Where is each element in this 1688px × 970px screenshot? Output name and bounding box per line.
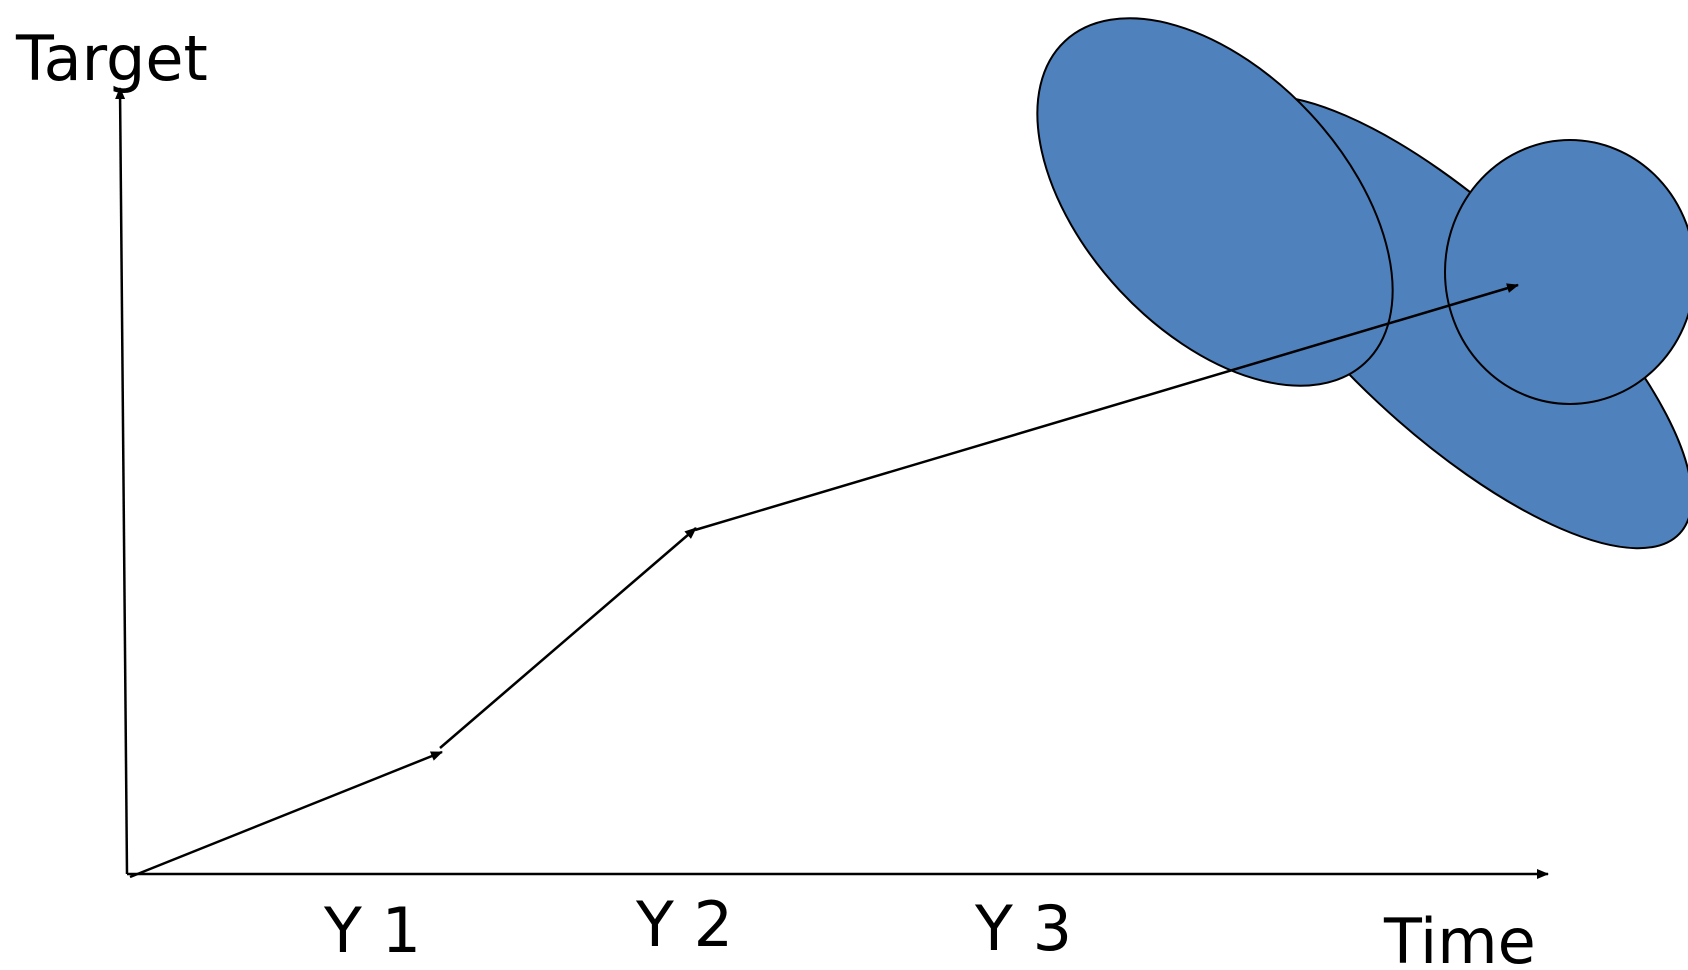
tick-label-y1: Y 1 [323,894,421,967]
x-axis-title: Time [1383,905,1536,970]
progress-arrow-2 [439,527,697,749]
progress-arrow-1 [129,750,443,879]
progress-arrow-3 [694,283,1519,532]
target-blob-group [1036,17,1688,550]
tick-label-y2: Y 2 [635,888,733,961]
target-blob-right [1444,139,1688,405]
y-axis-title: Target [15,22,208,95]
tick-label-y3: Y 3 [974,892,1072,965]
y-axis-line [115,87,129,875]
target-blob-left [1036,17,1394,387]
